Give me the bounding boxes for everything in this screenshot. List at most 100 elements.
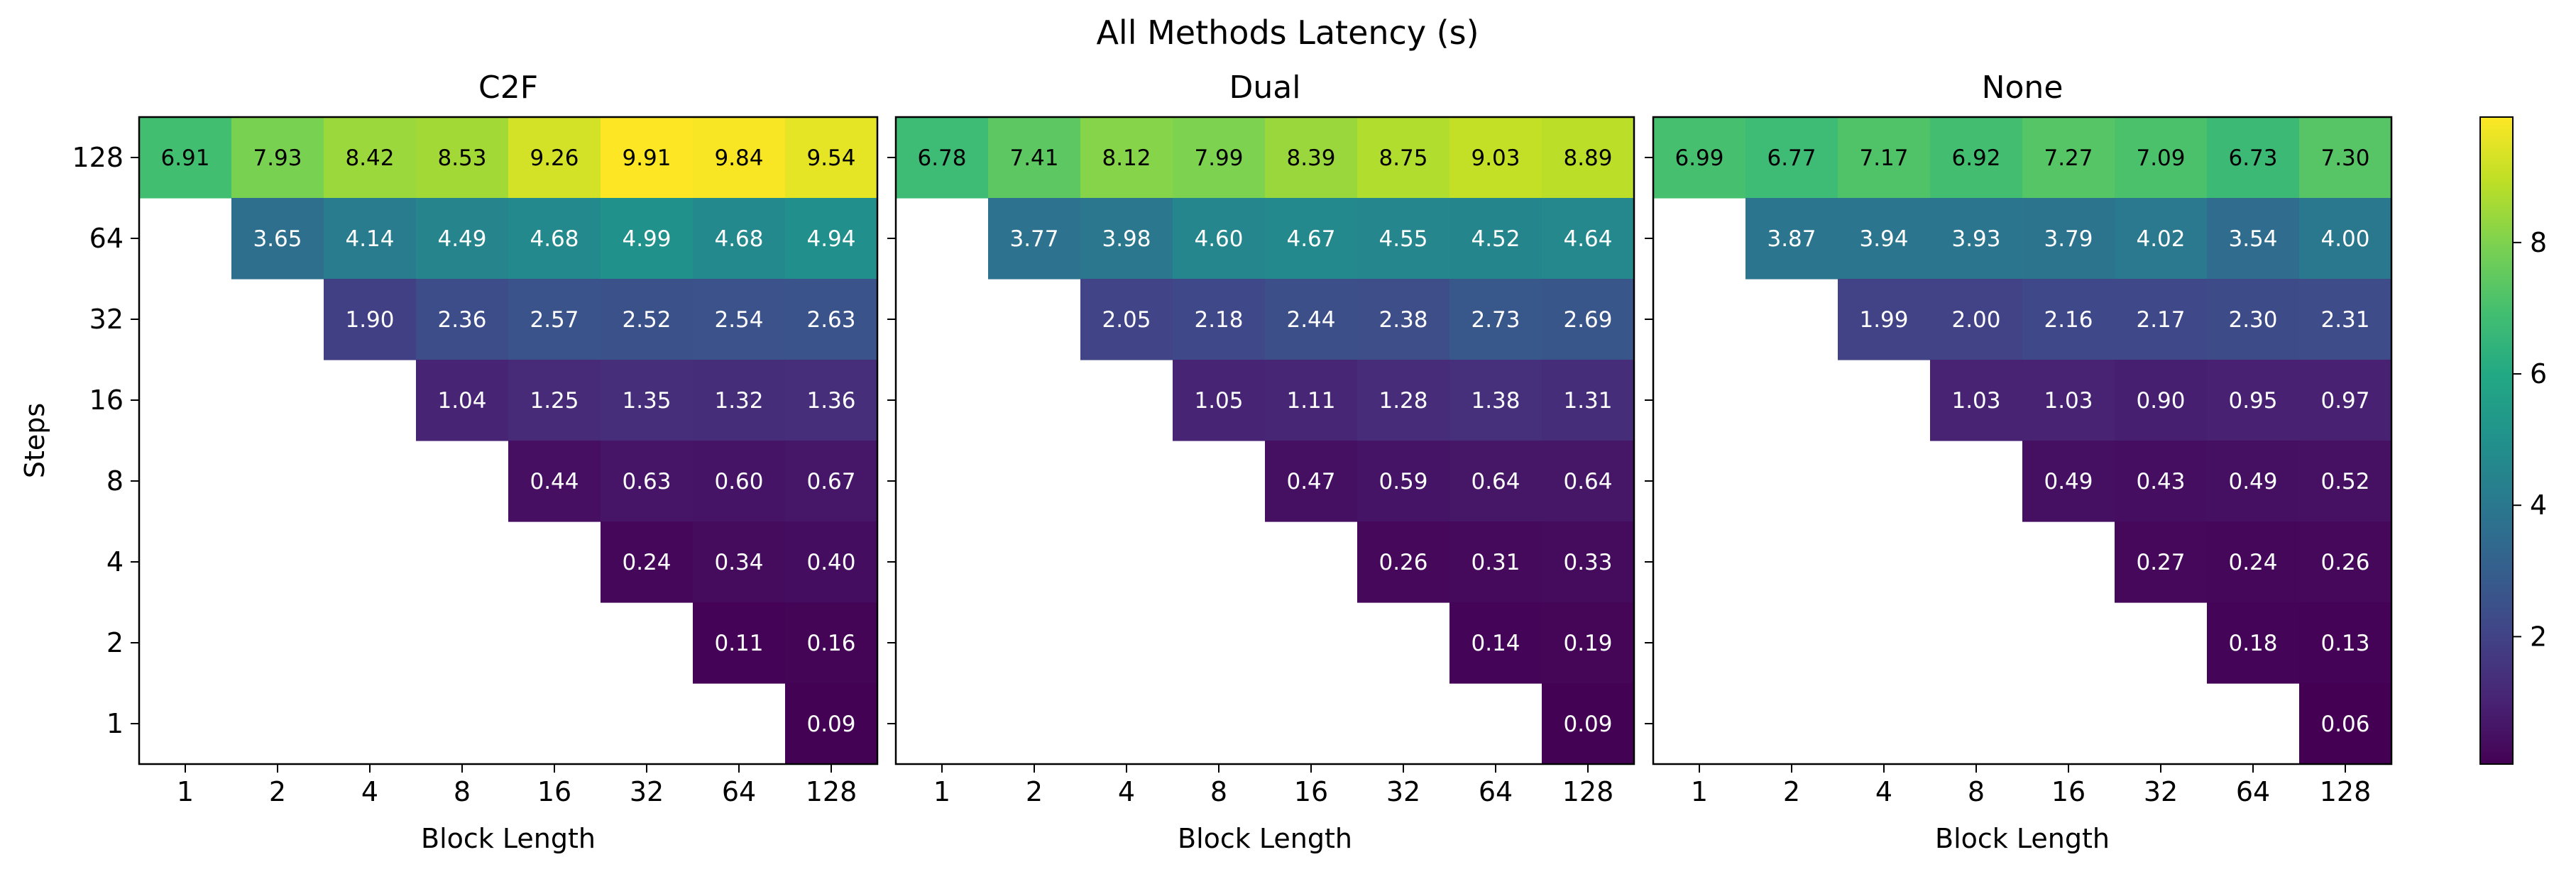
cell-value-label: 0.67 (806, 469, 855, 494)
heatmap-cell (1357, 279, 1450, 360)
cell-value-label: 4.14 (345, 226, 394, 252)
cell-value-label: 6.91 (160, 145, 209, 171)
cell-value-label: 2.18 (1194, 307, 1243, 333)
y-tick-label: 1 (106, 708, 124, 739)
cell-value-label: 0.59 (1379, 469, 1427, 494)
heatmap-cell (1357, 360, 1450, 441)
heatmap-cell (416, 279, 509, 360)
x-tick-label: 1 (1691, 776, 1708, 807)
cell-value-label: 0.31 (1471, 550, 1520, 575)
heatmap-cell (1173, 279, 1266, 360)
heatmap-cell (1173, 117, 1266, 199)
x-tick-label: 32 (2144, 776, 2178, 807)
cell-value-label: 0.43 (2136, 469, 2185, 494)
heatmap-cell (1449, 279, 1542, 360)
x-tick-label: 16 (1294, 776, 1328, 807)
cell-value-label: 8.75 (1379, 145, 1427, 171)
heatmap-cell (1173, 360, 1266, 441)
x-tick-label: 32 (630, 776, 664, 807)
heatmap-cell (693, 521, 786, 603)
y-tick-label: 64 (89, 223, 124, 254)
cell-value-label: 7.27 (2044, 145, 2093, 171)
cell-value-label: 0.24 (2228, 550, 2277, 575)
y-tick-label: 128 (72, 142, 124, 173)
x-tick-label: 64 (1479, 776, 1513, 807)
cell-value-label: 7.93 (253, 145, 302, 171)
x-tick-label: 128 (2320, 776, 2372, 807)
heatmap-cell (324, 279, 417, 360)
cell-value-label: 0.90 (2136, 388, 2185, 414)
heatmap-cell (601, 198, 694, 280)
x-tick-label: 8 (1210, 776, 1227, 807)
heatmap-cell (601, 360, 694, 441)
heatmap-cell (1542, 198, 1635, 280)
heatmap-cell (2022, 441, 2115, 522)
cell-value-label: 4.55 (1379, 226, 1427, 252)
x-axis-label: Block Length (421, 823, 596, 854)
cell-value-label: 1.03 (1951, 388, 2000, 414)
panel-frame (138, 116, 879, 765)
cell-value-label: 2.69 (1563, 307, 1612, 333)
cell-value-label: 7.41 (1009, 145, 1058, 171)
heatmap-cell (1265, 198, 1358, 280)
heatmap-cell (1449, 441, 1542, 522)
heatmap-cell (2022, 117, 2115, 199)
cell-value-label: 1.99 (1859, 307, 1908, 333)
cell-value-label: 6.92 (1951, 145, 2000, 171)
heatmap-cell (693, 279, 786, 360)
cell-value-label: 4.67 (1286, 226, 1335, 252)
x-tick-label: 4 (1118, 776, 1135, 807)
heatmap-cell (2207, 198, 2300, 280)
heatmap-cell (1745, 198, 1838, 280)
heatmap-cell (508, 360, 601, 441)
x-tick-label: 64 (722, 776, 756, 807)
x-tick-label: 2 (269, 776, 286, 807)
cell-value-label: 0.27 (2136, 550, 2185, 575)
cell-value-label: 2.57 (530, 307, 579, 333)
y-tick-label: 2 (106, 627, 124, 658)
cell-value-label: 2.38 (1379, 307, 1427, 333)
heatmap-cell (508, 198, 601, 280)
heatmap-cell (1930, 198, 2023, 280)
heatmap-cell (1449, 198, 1542, 280)
cell-value-label: 1.04 (437, 388, 486, 414)
heatmap-cell (2022, 360, 2115, 441)
x-tick-label: 4 (1875, 776, 1892, 807)
colorbar-frame (2479, 116, 2514, 765)
y-tick-label: 32 (89, 304, 124, 335)
heatmap-cell (1653, 117, 1746, 199)
heatmap-cell (785, 441, 878, 522)
cell-value-label: 4.02 (2136, 226, 2185, 252)
heatmap-cell (2022, 279, 2115, 360)
cell-value-label: 1.11 (1286, 388, 1335, 414)
heatmap-cell (1265, 117, 1358, 199)
cell-value-label: 0.64 (1471, 469, 1520, 494)
cell-value-label: 2.30 (2228, 307, 2277, 333)
cell-value-label: 1.28 (1379, 388, 1427, 414)
heatmap-cell (1357, 198, 1450, 280)
heatmap-cell (2299, 521, 2392, 603)
y-tick-label: 8 (106, 465, 124, 497)
heatmap-cell (988, 117, 1081, 199)
heatmap-cell (2299, 198, 2392, 280)
heatmap-cell (2115, 441, 2208, 522)
cell-value-label: 3.79 (2044, 226, 2093, 252)
heatmap-cell (693, 360, 786, 441)
heatmap-cell (1265, 360, 1358, 441)
x-axis-label: Block Length (1935, 823, 2110, 854)
cell-value-label: 3.77 (1009, 226, 1058, 252)
cell-value-label: 1.03 (2044, 388, 2093, 414)
heatmap-cell (2115, 360, 2208, 441)
figure-title: All Methods Latency (s) (1096, 13, 1479, 52)
cell-value-label: 4.94 (806, 226, 855, 252)
cell-value-label: 7.30 (2320, 145, 2369, 171)
heatmap-cell (1357, 441, 1450, 522)
cell-value-label: 2.00 (1951, 307, 2000, 333)
x-axis-label: Block Length (1178, 823, 1352, 854)
heatmap-cell (785, 602, 878, 684)
heatmap-cell (785, 521, 878, 603)
heatmap-cell (1542, 360, 1635, 441)
cell-value-label: 0.49 (2044, 469, 2093, 494)
heatmap-cell (601, 117, 694, 199)
